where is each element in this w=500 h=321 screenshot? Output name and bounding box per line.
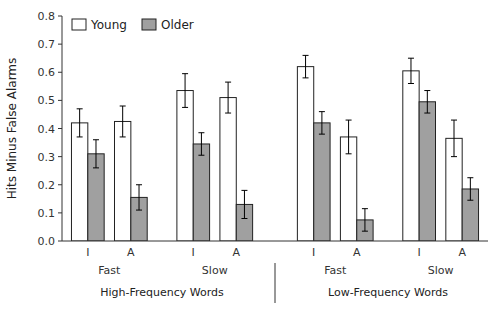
x-tick-label: I [418, 246, 421, 259]
y-tick [58, 241, 62, 242]
y-tick-label: 0.5 [38, 94, 56, 107]
x-tick-label: A [233, 246, 241, 259]
x-axis: IAIAIAIA [86, 246, 466, 259]
y-tick [58, 100, 62, 101]
y-tick [58, 16, 62, 17]
x-tick-label: I [192, 246, 195, 259]
chart: 0.0 0.1 0.2 0.3 0.4 0.5 0.6 0.7 0.8 Hits Minus Fa… [0, 0, 500, 321]
y-tick [58, 184, 62, 185]
legend-swatch [142, 19, 156, 30]
y-axis-label: Hits Minus False Alarms [5, 58, 19, 200]
x-tick-label: I [86, 246, 89, 259]
rate-label: Slow [202, 264, 228, 277]
y-tick-label: 0.0 [38, 235, 56, 248]
bar [314, 123, 330, 241]
y-tick [58, 156, 62, 157]
y-tick [58, 44, 62, 45]
bar [297, 67, 313, 241]
error-bar [362, 209, 368, 232]
x-axis-line [62, 241, 488, 242]
x-tick-label: I [312, 246, 315, 259]
y-tick-label: 0.1 [38, 207, 56, 220]
bar [419, 102, 435, 241]
error-bar [120, 106, 126, 137]
bar [403, 71, 419, 241]
legend-swatch [72, 19, 86, 30]
error-bar [424, 91, 430, 114]
error-bar [408, 58, 414, 83]
error-bar [467, 178, 473, 201]
y-tick [58, 212, 62, 213]
rate-label: Fast [98, 264, 121, 277]
bar [71, 123, 87, 241]
error-bar [136, 185, 142, 210]
error-bar [198, 133, 204, 156]
legend-label: Young [90, 18, 127, 32]
y-tick [58, 72, 62, 73]
y-axis: 0.0 0.1 0.2 0.3 0.4 0.5 0.6 0.7 0.8 [38, 10, 63, 248]
error-bar [182, 74, 188, 108]
bar [220, 98, 236, 241]
error-bar [319, 112, 325, 135]
section-divider [275, 263, 276, 303]
error-bar [451, 120, 457, 157]
bar [193, 144, 209, 241]
y-axis-line [62, 16, 63, 241]
y-tick-label: 0.8 [38, 10, 56, 23]
error-bar [93, 140, 99, 168]
bar [177, 91, 193, 241]
x-tick-label: A [353, 246, 361, 259]
y-tick-label: 0.6 [38, 66, 56, 79]
error-bar [241, 190, 247, 218]
legend-label: Older [161, 18, 194, 32]
x-tick-label: A [127, 246, 135, 259]
error-bar [346, 120, 352, 154]
y-tick-label: 0.2 [38, 179, 56, 192]
error-bar [303, 55, 309, 78]
bars [71, 55, 478, 241]
y-tick-label: 0.3 [38, 151, 56, 164]
section-label: Low-Frequency Words [328, 286, 448, 299]
rate-label: Fast [324, 264, 347, 277]
rate-label: Slow [428, 264, 454, 277]
legend: Young Older [72, 18, 194, 32]
error-bar [225, 82, 231, 113]
section-label: High-Frequency Words [100, 286, 224, 299]
y-tick-label: 0.4 [38, 123, 56, 136]
y-tick [58, 128, 62, 129]
error-bar [77, 109, 83, 137]
x-tick-label: A [458, 246, 466, 259]
y-tick-label: 0.7 [38, 38, 56, 51]
bar [114, 121, 130, 241]
